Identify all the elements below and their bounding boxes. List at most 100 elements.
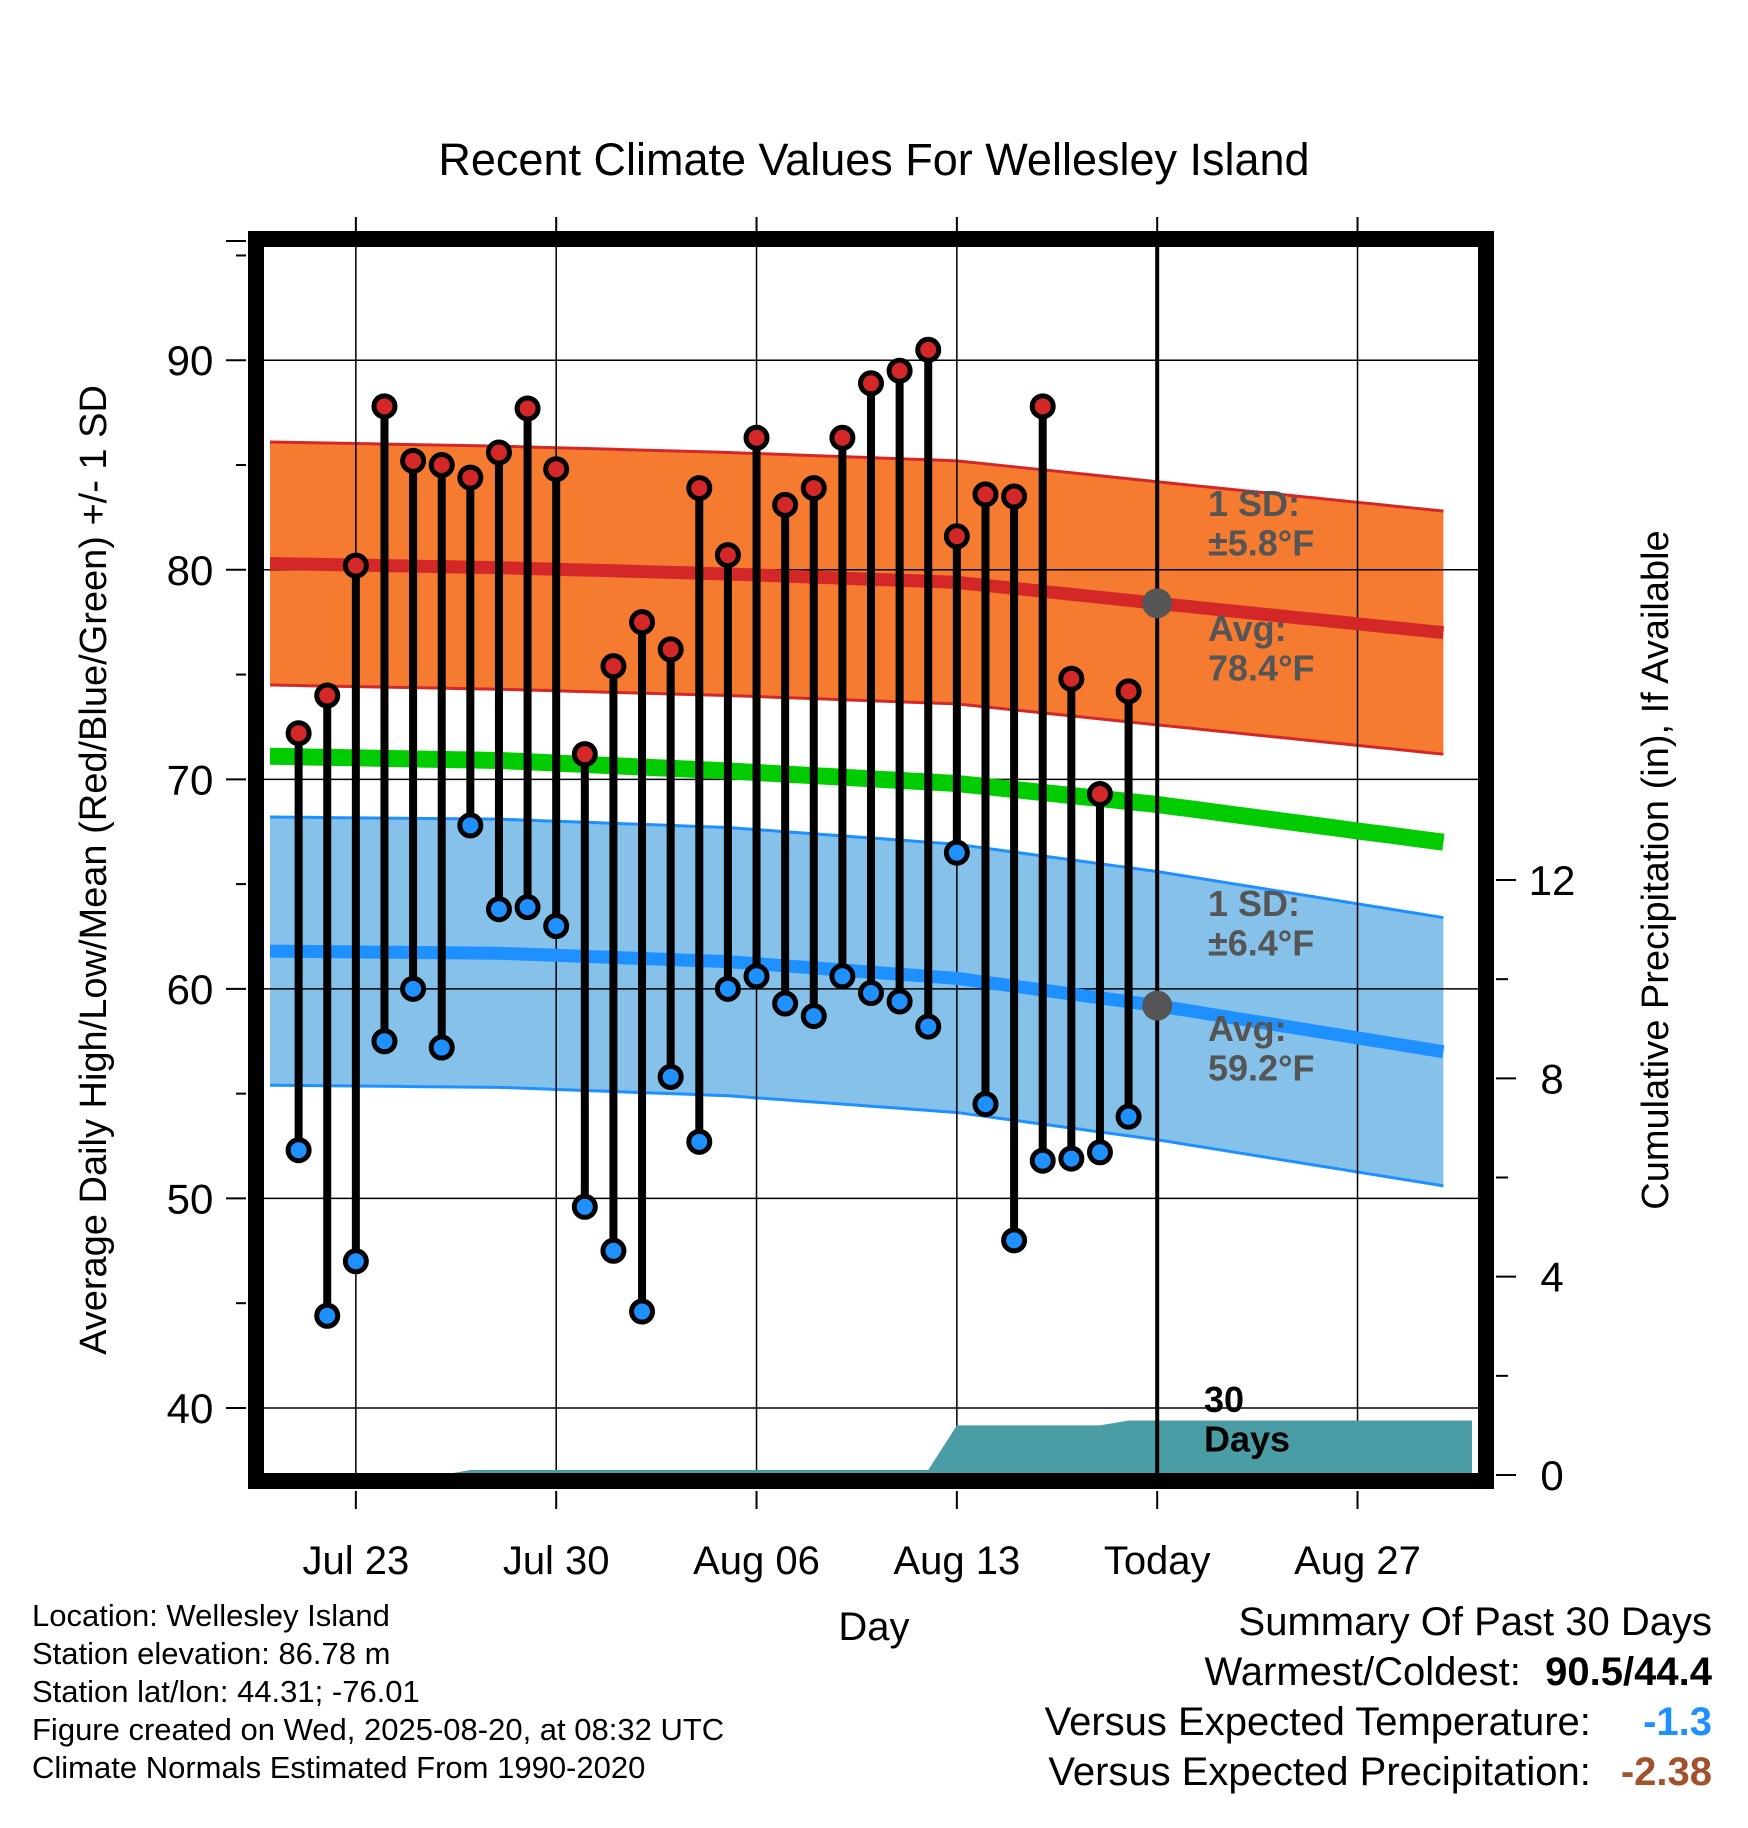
- observed-high-point: [686, 475, 713, 502]
- observed-low-point: [285, 1137, 312, 1164]
- x-tick-label: Aug 27: [1294, 1539, 1421, 1583]
- latlon-text: Station lat/lon: 44.31; -76.01: [32, 1674, 420, 1709]
- plot-frame: [248, 231, 1494, 1489]
- normal-mean-line: [269, 747, 1445, 851]
- created-text: Figure created on Wed, 2025-08-20, at 08…: [32, 1712, 725, 1747]
- observed-low-point: [543, 913, 570, 940]
- observed-high-point: [285, 720, 312, 747]
- normals-text: Climate Normals Estimated From 1990-2020: [32, 1750, 646, 1785]
- avg-low-label: Avg: 59.2°F: [1208, 1008, 1314, 1089]
- chart-title: Recent Climate Values For Wellesley Isla…: [438, 134, 1309, 185]
- observed-high-point: [629, 609, 656, 636]
- plot-border: [248, 231, 1494, 1489]
- x-tick-label: Aug 13: [893, 1539, 1020, 1583]
- observed-low-point: [858, 980, 884, 1007]
- y-axis-right-label: Cumulative Precipitation (in), If Availa…: [1635, 530, 1677, 1209]
- observed-low-point: [371, 1028, 398, 1055]
- y-right-tick-label: 4: [1540, 1254, 1563, 1301]
- y-left-tick-label: 40: [167, 1385, 214, 1432]
- observed-high-point: [886, 357, 913, 384]
- high-sd-band-upper-edge: [269, 440, 1444, 513]
- observed-high-point: [1029, 393, 1056, 420]
- observed-low-point: [829, 963, 856, 990]
- y-left-tick-label: 80: [167, 547, 214, 594]
- observed-low-point: [972, 1091, 999, 1118]
- observed-low-point: [600, 1237, 627, 1264]
- observed-low-point: [485, 896, 512, 923]
- precip-value: -2.38: [1620, 1750, 1712, 1794]
- summary-warmest-row: Warmest/Coldest: 90.5/44.4: [1045, 1647, 1713, 1697]
- observed-low-point: [1058, 1145, 1085, 1172]
- precip-area: [270, 1420, 1472, 1475]
- observed-high-point: [571, 741, 598, 768]
- sd-low-label: 1 SD: ±6.4°F: [1208, 883, 1314, 964]
- avg-high-label: Avg: 78.4°F: [1208, 608, 1314, 689]
- y-right-tick-label: 12: [1529, 857, 1576, 904]
- observed-low-point: [1086, 1139, 1113, 1166]
- observed-high-point: [371, 393, 398, 420]
- y-left-tick-label: 60: [167, 966, 214, 1013]
- high-sd-band: [270, 442, 1444, 755]
- x-axis-label: Day: [838, 1605, 909, 1649]
- x-tick-label: Today: [1104, 1539, 1211, 1583]
- y-right-tick-label: 8: [1540, 1055, 1563, 1102]
- station-info: Location: Wellesley Island Station eleva…: [32, 1597, 724, 1787]
- observed-low-point: [743, 963, 770, 990]
- observed-high-point: [1058, 665, 1085, 692]
- observed-low-point: [400, 975, 427, 1002]
- normal-high-line: [269, 557, 1445, 640]
- precipitation-area: [270, 1420, 1472, 1475]
- observed-high-point: [1115, 678, 1142, 705]
- normal-lines: [269, 557, 1445, 1059]
- today-days-label: 30 Days: [1204, 1379, 1290, 1460]
- observed-low-point: [886, 988, 913, 1015]
- observed-low-point: [342, 1248, 369, 1275]
- observed-high-point: [972, 481, 999, 508]
- observed-high-point: [858, 370, 884, 397]
- y-left-tick-label: 70: [167, 756, 214, 803]
- observed-high-point: [800, 475, 827, 502]
- precip-label: Versus Expected Precipitation:: [1048, 1750, 1591, 1794]
- observed-low-point: [514, 894, 541, 921]
- low-sd-band: [270, 817, 1444, 1186]
- observed-low-point: [1029, 1147, 1056, 1174]
- observed-low-point: [800, 1003, 827, 1030]
- x-tick-label: Aug 06: [693, 1539, 820, 1583]
- observed-high-point: [400, 447, 427, 474]
- observed-high-point: [943, 523, 970, 550]
- avg-high-marker: [1142, 588, 1173, 619]
- avg-low-marker: [1142, 990, 1173, 1021]
- observed-high-point: [1001, 483, 1028, 510]
- observed-low-point: [457, 812, 484, 839]
- observed-low-point: [772, 990, 799, 1017]
- observed-high-point: [657, 636, 684, 663]
- y-axis-left-label: Average Daily High/Low/Mean (Red/Blue/Gr…: [73, 385, 115, 1355]
- temp-label: Versus Expected Temperature:: [1044, 1700, 1591, 1744]
- observed-low-point: [686, 1128, 713, 1155]
- observed-low-point: [657, 1063, 684, 1090]
- observed-low-point: [571, 1193, 598, 1220]
- normal-low-line: [269, 944, 1445, 1059]
- observed-low-point: [1001, 1227, 1028, 1254]
- observed-values: [285, 336, 1142, 1329]
- observed-low-point: [629, 1298, 656, 1325]
- warmest-label: Warmest/Coldest:: [1204, 1650, 1521, 1694]
- axes: 40 50 60 70 80 90 0 4 8 12 Jul 23 Jul 30 Aug 06 Aug 1…: [167, 217, 1576, 1583]
- observed-high-point: [772, 491, 799, 518]
- observed-low-point: [428, 1034, 455, 1061]
- observed-high-point: [1086, 780, 1113, 807]
- observed-high-point: [714, 542, 741, 569]
- observed-low-point: [943, 839, 970, 866]
- annotations: 1 SD: ±5.8°F Avg: 78.4°F 1 SD: ±6.4°F Avg: 59.2…: [1204, 483, 1314, 1460]
- observed-high-point: [428, 452, 455, 479]
- observed-low-point: [915, 1013, 942, 1040]
- sd-high-label: 1 SD: ±5.8°F: [1208, 483, 1314, 564]
- observed-low-point: [714, 975, 741, 1002]
- observed-high-point: [600, 653, 627, 680]
- observed-high-point: [342, 552, 369, 579]
- summary-panel: Summary Of Past 30 Days Warmest/Coldest:…: [1045, 1597, 1712, 1797]
- x-tick-label: Jul 30: [503, 1539, 610, 1583]
- y-left-tick-label: 50: [167, 1175, 214, 1222]
- observed-high-point: [485, 439, 512, 466]
